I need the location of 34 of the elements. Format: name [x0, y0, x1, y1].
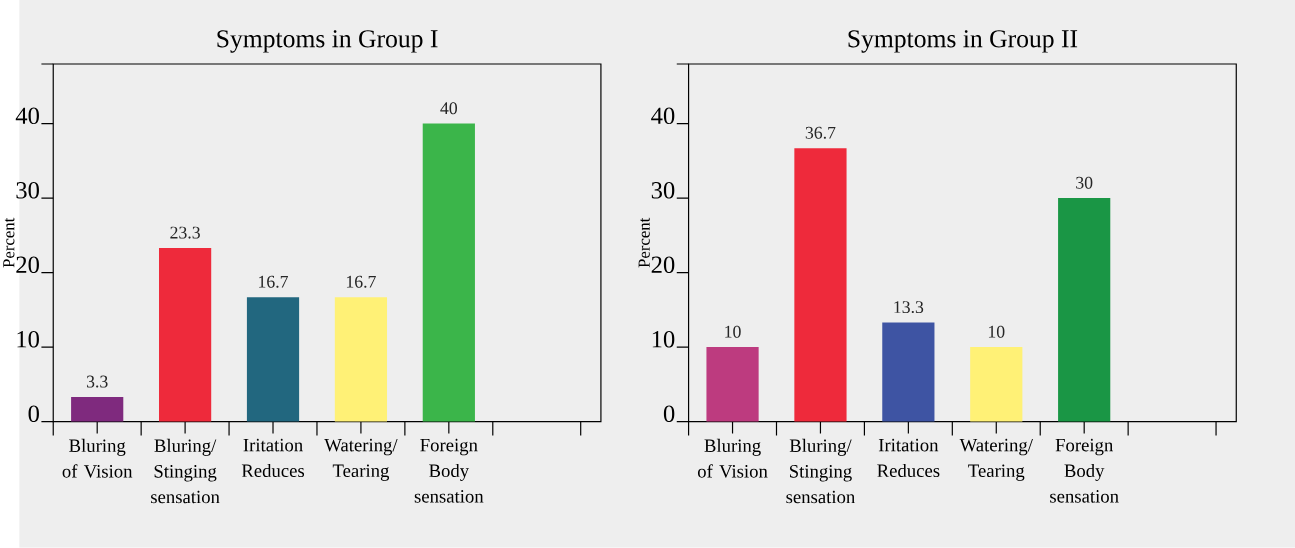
- x-tick-label: Bluring/ Stinging sensation: [786, 439, 855, 504]
- y-tick-label: 30: [16, 182, 39, 199]
- y-tick-label: 10: [17, 331, 39, 348]
- y-tick-label: 0: [28, 405, 39, 423]
- x-tick-label: Foreign Body sensation: [1050, 439, 1119, 503]
- data-label: 40: [440, 102, 458, 115]
- data-label: 36.7: [805, 126, 836, 139]
- data-label: 16.7: [259, 275, 289, 288]
- y-tick-label: 40: [651, 107, 675, 125]
- x-tick-label: Bluring/ Stinging sensation: [151, 439, 220, 504]
- x-tick-label: Watering/ Tearing: [324, 439, 398, 482]
- data-label: 16.7: [346, 275, 376, 288]
- y-tick-label: 10: [652, 331, 675, 348]
- y-tick-label: 20: [651, 256, 675, 274]
- data-label: 13.3: [894, 301, 924, 314]
- chart-title: Symptoms in Group I: [217, 30, 438, 53]
- x-tick-label: Iritation Reduces: [241, 439, 305, 478]
- chart-title: Symptoms in Group II: [848, 30, 1078, 53]
- y-tick-label: 0: [663, 405, 675, 423]
- y-tick-label: 20: [16, 256, 39, 274]
- data-label: 30: [1076, 176, 1093, 189]
- data-label: 3.3: [86, 375, 108, 388]
- data-label: 23.3: [170, 226, 200, 239]
- x-tick-label: Watering/ Tearing: [959, 439, 1033, 482]
- y-tick-label: 40: [15, 107, 39, 125]
- x-tick-label: Iritation Reduces: [877, 439, 940, 478]
- data-label: 10: [988, 325, 1005, 338]
- y-tick-label: 30: [651, 182, 675, 199]
- y-axis-title: Percent: [638, 217, 650, 268]
- x-tick-label: Bluring of Vision: [697, 439, 768, 478]
- x-tick-label: Foreign Body sensation: [414, 439, 484, 503]
- x-tick-label: Bluring of Vision: [62, 439, 133, 478]
- y-axis-title: Percent: [3, 217, 15, 268]
- data-label: 10: [725, 325, 741, 338]
